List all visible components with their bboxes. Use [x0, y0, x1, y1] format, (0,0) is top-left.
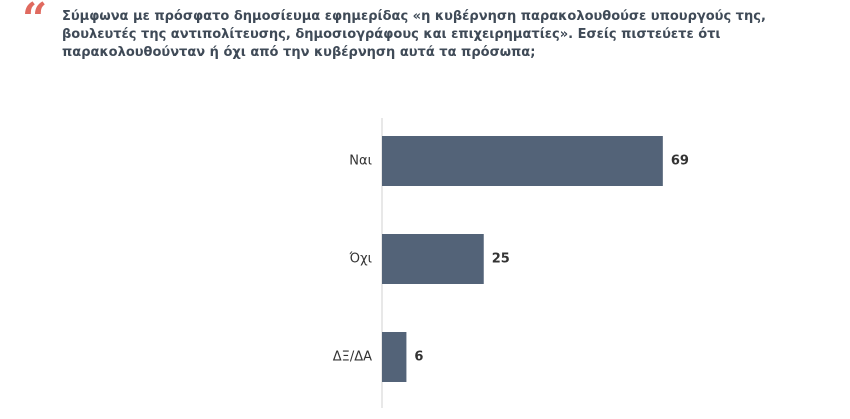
bar	[382, 234, 484, 284]
bar	[382, 136, 663, 186]
category-label: Όχι	[349, 252, 372, 267]
chart-title: Σύμφωνα με πρόσφατο δημοσίευμα εφημερίδα…	[62, 9, 766, 60]
category-label: Ναι	[349, 154, 372, 169]
value-label: 6	[414, 350, 423, 365]
value-label: 69	[671, 154, 689, 169]
quote-icon: “	[22, 0, 48, 45]
bar	[382, 332, 407, 382]
value-label: 25	[492, 252, 510, 267]
category-label: ΔΞ/ΔΑ	[333, 350, 372, 365]
